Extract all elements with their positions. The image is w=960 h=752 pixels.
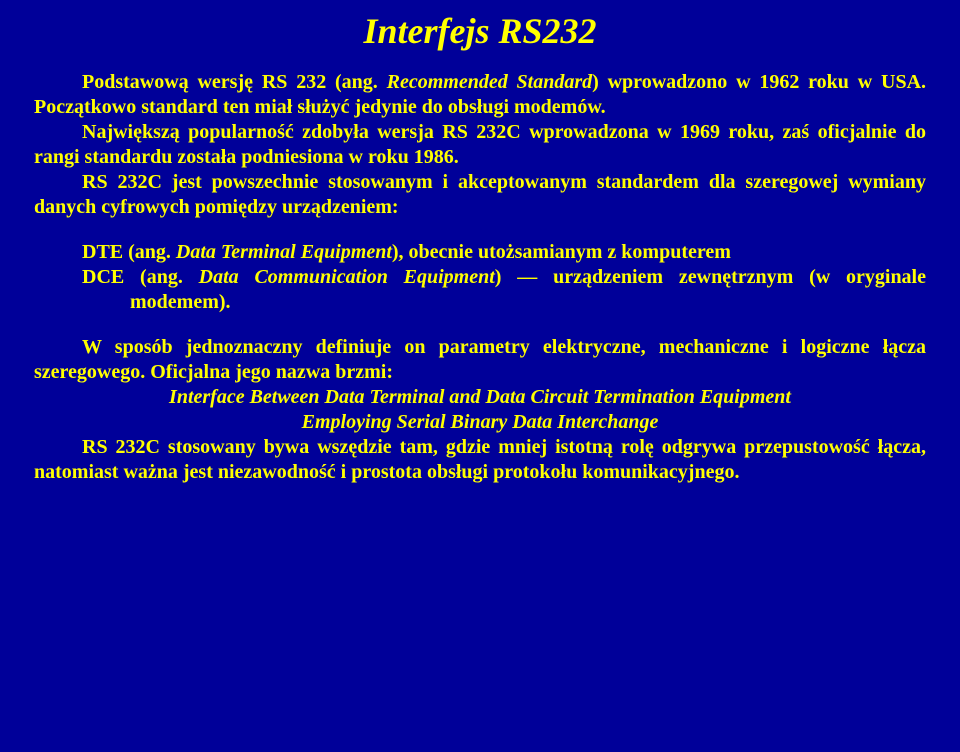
text-run: ), obecnie utożsamianym z komputerem [392, 241, 731, 263]
text-run: Podstawową wersję RS 232 (ang. [82, 71, 387, 93]
paragraph-intro-3: RS 232C jest powszechnie stosowanym i ak… [34, 170, 926, 220]
definition-dce: DCE (ang. Data Communication Equipment) … [34, 265, 926, 315]
text-run-italic: Data Terminal Equipment [176, 241, 392, 263]
paragraph-intro-2: Największą popularność zdobyła wersja RS… [34, 120, 926, 170]
text-run-italic: Recommended Standard [387, 71, 593, 93]
official-name-line-2: Employing Serial Binary Data Interchange [34, 410, 926, 435]
definition-dte: DTE (ang. Data Terminal Equipment), obec… [34, 240, 926, 265]
paragraph-intro-1: Podstawową wersję RS 232 (ang. Recommend… [34, 70, 926, 120]
definitions-block: DTE (ang. Data Terminal Equipment), obec… [34, 240, 926, 315]
page-title: Interfejs RS232 [34, 10, 926, 52]
official-name-line-1: Interface Between Data Terminal and Data… [34, 385, 926, 410]
text-run: DTE (ang. [82, 241, 176, 263]
slide-page: Interfejs RS232 Podstawową wersję RS 232… [0, 0, 960, 752]
paragraph-tail-2: RS 232C stosowany bywa wszędzie tam, gdz… [34, 435, 926, 485]
paragraph-tail-1: W sposób jednoznaczny definiuje on param… [34, 335, 926, 385]
text-run: DCE (ang. [82, 266, 199, 288]
text-run-italic: Data Communication Equipment [199, 266, 495, 288]
